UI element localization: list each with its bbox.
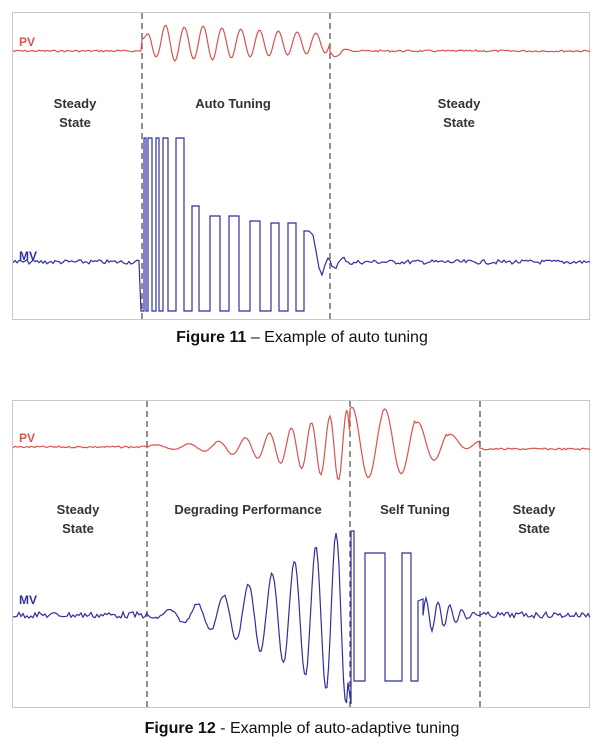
region-degrading-performance: Degrading Performance <box>174 502 321 517</box>
region-steady-state-left-line2: State <box>62 521 94 536</box>
figure-12-caption: Figure 12 - Example of auto-adaptive tun… <box>0 720 604 738</box>
pv-label: PV <box>19 431 35 445</box>
mv-signal-trace <box>13 530 591 705</box>
pv-signal-trace <box>13 24 591 63</box>
region-steady-state-left-line2: State <box>59 115 91 130</box>
region-steady-state-left-line1: Steady <box>57 502 100 517</box>
figure-11-caption: Figure 11 – Example of auto tuning <box>0 329 604 347</box>
figure-11-diagram: PV MV Steady State Auto Tuning Steady St… <box>13 13 591 321</box>
pv-label: PV <box>19 35 35 49</box>
figure-11-caption-text: – Example of auto tuning <box>246 329 428 346</box>
mv-label: MV <box>19 593 37 607</box>
mv-label: MV <box>19 249 37 263</box>
figure-12-diagram: PV MV Steady State Degrading Performance… <box>13 401 591 709</box>
figure-12-caption-number: Figure 12 <box>144 720 216 737</box>
figure-11-caption-number: Figure 11 <box>176 329 247 346</box>
region-steady-state-right-line1: Steady <box>513 502 556 517</box>
pv-signal-trace <box>13 406 591 481</box>
figure-12-panel: PV MV Steady State Degrading Performance… <box>12 400 591 709</box>
region-steady-state-right-line2: State <box>518 521 550 536</box>
figure-11-panel: PV MV Steady State Auto Tuning Steady St… <box>12 12 591 321</box>
region-steady-state-left-line1: Steady <box>54 96 97 111</box>
region-auto-tuning: Auto Tuning <box>195 96 271 111</box>
mv-signal-trace <box>13 137 591 312</box>
region-steady-state-right-line2: State <box>443 115 475 130</box>
region-self-tuning: Self Tuning <box>380 502 450 517</box>
figure-12-caption-text: - Example of auto-adaptive tuning <box>215 720 460 737</box>
region-steady-state-right-line1: Steady <box>438 96 481 111</box>
